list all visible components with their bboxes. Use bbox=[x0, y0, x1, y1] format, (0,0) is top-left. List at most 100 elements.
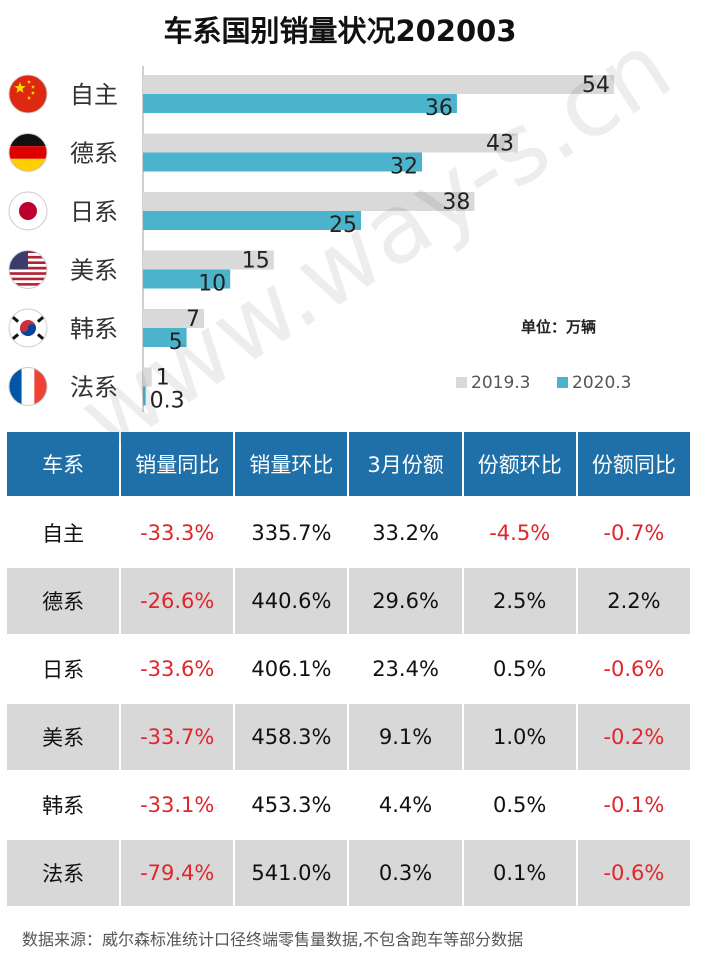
table-cell: 0.5% bbox=[463, 636, 576, 704]
table-cell: 33.2% bbox=[349, 500, 462, 568]
bar-2019.3-日系 bbox=[143, 192, 475, 211]
korea-flag-icon bbox=[8, 308, 48, 348]
column-header: 份额环比 bbox=[463, 432, 576, 500]
bar-2019.3-韩系 bbox=[143, 309, 205, 328]
data-label: 0.3 bbox=[150, 389, 185, 414]
column-header: 销量同比 bbox=[121, 432, 234, 500]
category-group-5: 法系 10.3 bbox=[8, 366, 185, 414]
germany-flag-icon bbox=[8, 133, 48, 172]
table-cell: -33.6% bbox=[121, 636, 234, 704]
table-row: 德系 -26.6% 440.6% 29.6% 2.5% 2.2% bbox=[7, 568, 690, 636]
table-cell: 2.2% bbox=[577, 568, 690, 636]
bar-2020.3-自主 bbox=[143, 94, 457, 113]
data-label: 38 bbox=[442, 190, 470, 215]
category-group-3: 美系 15 10 bbox=[8, 249, 274, 297]
data-label: 7 bbox=[186, 307, 200, 332]
table-row: 美系 -33.7% 458.3% 9.1% 1.0% -0.2% bbox=[7, 704, 690, 772]
data-label: 25 bbox=[329, 213, 357, 238]
row-label: 日系 bbox=[7, 636, 120, 704]
table-cell: -0.1% bbox=[577, 772, 690, 840]
table-cell: 2.5% bbox=[463, 568, 576, 636]
category-label: 德系 bbox=[70, 140, 118, 168]
data-label: 10 bbox=[198, 272, 226, 297]
table-cell: -0.6% bbox=[577, 636, 690, 704]
legend-label-2020.3: 2020.3 bbox=[572, 373, 631, 393]
japan-flag-icon bbox=[8, 191, 48, 231]
column-header: 份额同比 bbox=[577, 432, 690, 500]
row-label: 自主 bbox=[7, 500, 120, 568]
table-cell: 406.1% bbox=[235, 636, 348, 704]
bar-2019.3-法系 bbox=[143, 367, 152, 387]
table-row: 自主 -33.3% 335.7% 33.2% -4.5% -0.7% bbox=[7, 500, 690, 568]
source-note: 数据来源：威尔森标准统计口径终端零售量数据,不包含跑车等部分数据 bbox=[22, 930, 524, 949]
table-cell: -79.4% bbox=[121, 840, 234, 908]
data-label: 1 bbox=[156, 366, 170, 391]
france-flag-icon bbox=[8, 367, 48, 406]
table-cell: 453.3% bbox=[235, 772, 348, 840]
category-group-4: 韩系 75 bbox=[8, 307, 205, 355]
table-cell: -0.2% bbox=[577, 704, 690, 772]
legend-label-2019.3: 2019.3 bbox=[471, 373, 530, 393]
table-cell: -0.7% bbox=[577, 500, 690, 568]
bar-2020.3-日系 bbox=[143, 211, 361, 230]
bar-chart: 自主 54 36 德系 43 32 日系 38 25 美系 15 10 韩系 75 法系 10.3 单位：万辆 2… bbox=[8, 66, 631, 414]
table-cell: -33.7% bbox=[121, 704, 234, 772]
table-row: 日系 -33.6% 406.1% 23.4% 0.5% -0.6% bbox=[7, 636, 690, 704]
category-group-1: 德系 43 32 bbox=[8, 132, 518, 180]
legend-swatch-2019.3 bbox=[456, 377, 467, 388]
data-label: 32 bbox=[390, 155, 418, 180]
bar-2019.3-美系 bbox=[143, 250, 274, 270]
data-label: 43 bbox=[486, 132, 514, 157]
table-row: 法系 -79.4% 541.0% 0.3% 0.1% -0.6% bbox=[7, 840, 690, 908]
column-header: 车系 bbox=[7, 432, 120, 500]
table-cell: 0.5% bbox=[463, 772, 576, 840]
category-group-2: 日系 38 25 bbox=[8, 190, 475, 238]
stats-table: 车系 销量同比 销量环比 3月份额 份额环比 份额同比 自主 -33.3% 335.7% 33.… bbox=[5, 432, 692, 908]
table-cell: 4.4% bbox=[349, 772, 462, 840]
category-label: 法系 bbox=[70, 374, 118, 402]
table-cell: -33.3% bbox=[121, 500, 234, 568]
data-label: 5 bbox=[169, 330, 183, 355]
table-row: 韩系 -33.1% 453.3% 4.4% 0.5% -0.1% bbox=[7, 772, 690, 840]
data-label: 54 bbox=[582, 73, 610, 98]
china-flag-icon bbox=[8, 74, 48, 114]
bar-2019.3-德系 bbox=[143, 133, 518, 153]
table-cell: 0.1% bbox=[463, 840, 576, 908]
table-cell: 1.0% bbox=[463, 704, 576, 772]
table-cell: 23.4% bbox=[349, 636, 462, 704]
table-cell: 29.6% bbox=[349, 568, 462, 636]
row-label: 美系 bbox=[7, 704, 120, 772]
table-cell: -33.1% bbox=[121, 772, 234, 840]
table-header-row: 车系 销量同比 销量环比 3月份额 份额环比 份额同比 bbox=[7, 432, 690, 500]
bar-2019.3-自主 bbox=[143, 75, 614, 94]
table-cell: 9.1% bbox=[349, 704, 462, 772]
column-header: 3月份额 bbox=[349, 432, 462, 500]
row-label: 韩系 bbox=[7, 772, 120, 840]
usa-flag-icon bbox=[8, 250, 48, 289]
data-label: 36 bbox=[425, 96, 453, 121]
row-label: 法系 bbox=[7, 840, 120, 908]
table-cell: 440.6% bbox=[235, 568, 348, 636]
bar-2020.3-韩系 bbox=[143, 328, 187, 347]
column-header: 销量环比 bbox=[235, 432, 348, 500]
category-group-0: 自主 54 36 bbox=[8, 73, 614, 121]
category-label: 韩系 bbox=[70, 315, 118, 343]
chart-title: 车系国别销量状况202003 bbox=[163, 14, 517, 48]
unit-label: 单位：万辆 bbox=[521, 318, 596, 336]
table-cell: 335.7% bbox=[235, 500, 348, 568]
bar-2020.3-德系 bbox=[143, 152, 423, 172]
legend-swatch-2020.3 bbox=[557, 377, 568, 388]
table-cell: 458.3% bbox=[235, 704, 348, 772]
bar-2020.3-美系 bbox=[143, 269, 231, 289]
table-cell: -26.6% bbox=[121, 568, 234, 636]
data-label: 15 bbox=[242, 249, 270, 274]
bar-2020.3-法系 bbox=[143, 386, 146, 406]
table-cell: -4.5% bbox=[463, 500, 576, 568]
category-label: 美系 bbox=[70, 257, 118, 285]
table-cell: 541.0% bbox=[235, 840, 348, 908]
category-label: 自主 bbox=[70, 81, 118, 109]
table-cell: -0.6% bbox=[577, 840, 690, 908]
table-cell: 0.3% bbox=[349, 840, 462, 908]
row-label: 德系 bbox=[7, 568, 120, 636]
category-label: 日系 bbox=[70, 198, 118, 226]
